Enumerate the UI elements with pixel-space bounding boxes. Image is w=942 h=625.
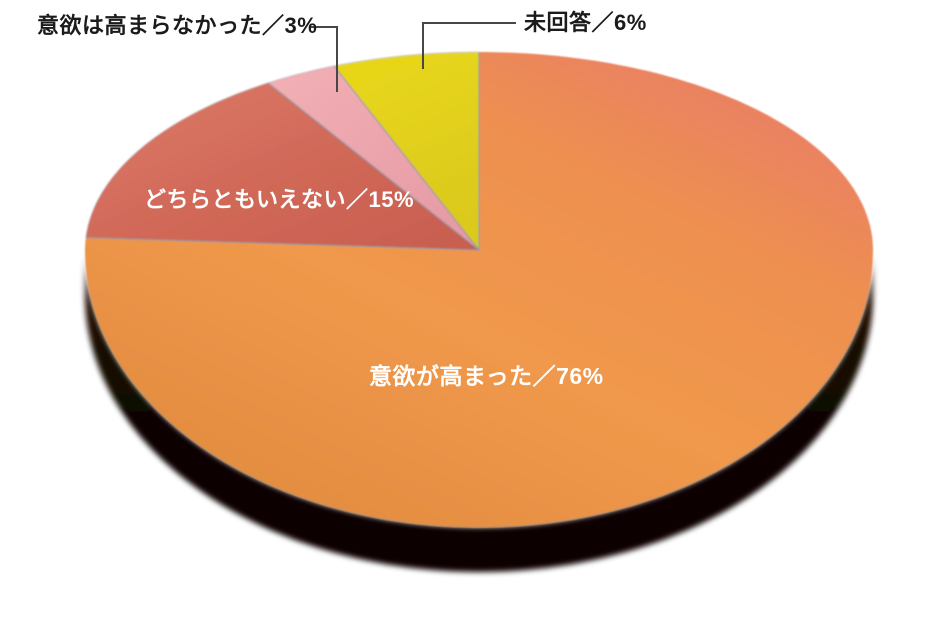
pie-slice-3: [334, 52, 479, 250]
slice-boundary-line-1: [85, 236, 480, 251]
pie-slice-1: [85, 82, 480, 250]
callout-line-no-answer: [422, 22, 516, 69]
slice-boundary-line-2: [267, 82, 480, 251]
pie-side-3d: [85, 250, 873, 572]
pie-slice-0: [85, 52, 873, 527]
pie-slice-2: [267, 65, 479, 251]
callout-line-no-increase: [309, 26, 338, 92]
slice-boundary-line-3: [333, 65, 480, 251]
label-inside-increased: 意欲が高まった／76%: [369, 363, 604, 389]
rim-highlight-arc: [85, 51, 479, 238]
label-callout-no-answer: 未回答／6%: [524, 10, 647, 35]
label-inside-neutral: どちらともいえない／15%: [144, 187, 415, 212]
label-callout-no-increase: 意欲は高まらなかった／3%: [37, 13, 318, 38]
